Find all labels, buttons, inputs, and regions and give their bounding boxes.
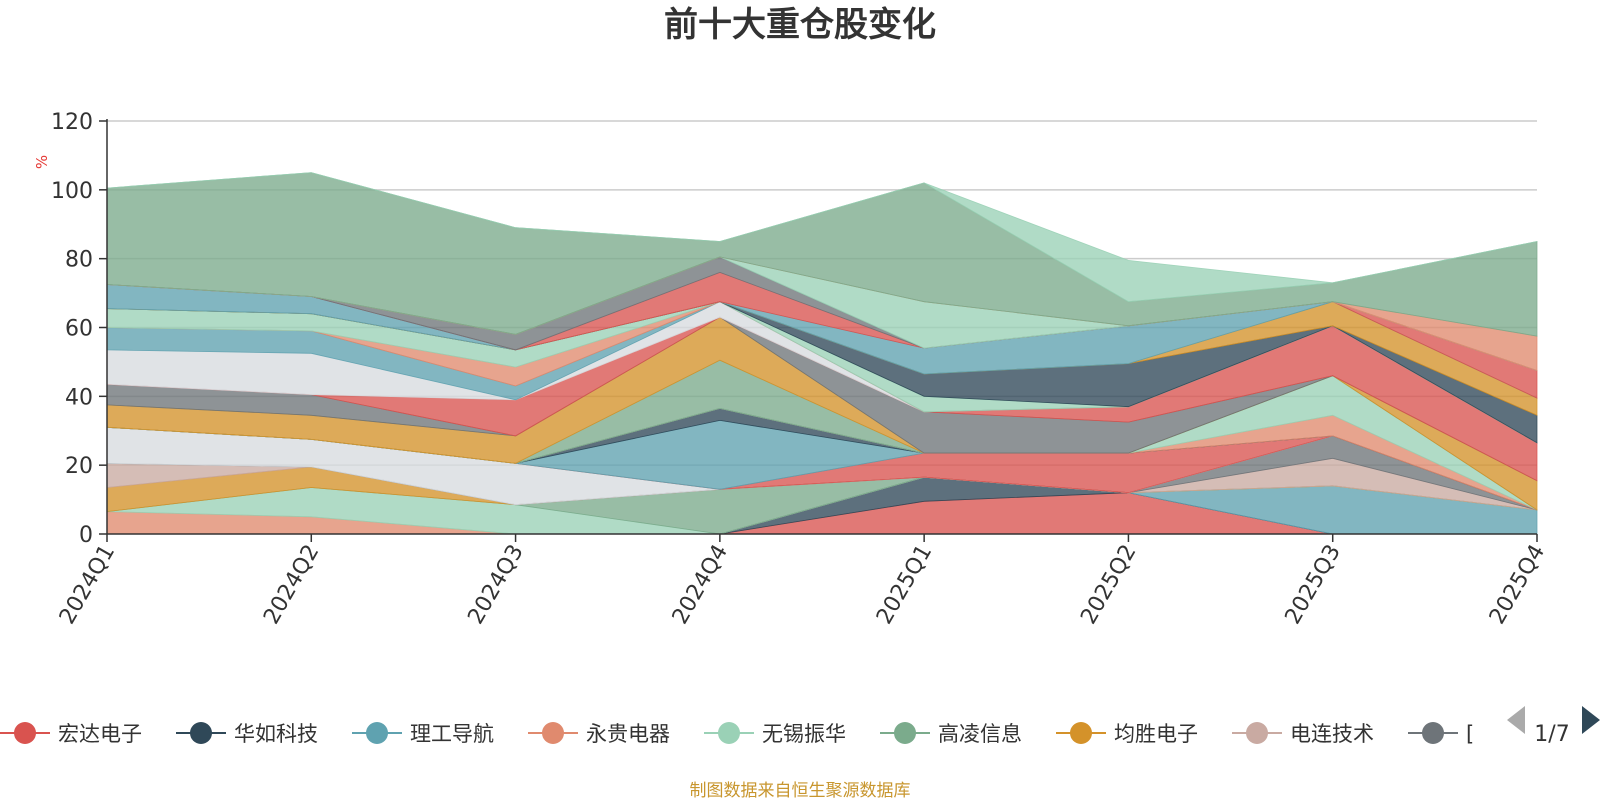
chart-container: 前十大重仓股变化 % 0 20 40 60 80 100 120 2024Q1 2024Q2 20… (0, 0, 1600, 800)
area-series-group (107, 173, 1537, 534)
legend-marker (190, 722, 212, 744)
x-tick-label-2025Q2: 2025Q2 (1076, 541, 1141, 629)
y-tick-label-40: 40 (65, 385, 93, 410)
x-tick-label-2025Q3: 2025Q3 (1281, 541, 1346, 629)
y-tick-label-80: 80 (65, 248, 93, 273)
legend-label: 理工导航 (410, 722, 494, 746)
legend-label: 无锡振华 (762, 722, 846, 746)
legend-label: 宏达电子 (58, 722, 142, 746)
x-tick-label-2025Q4: 2025Q4 (1485, 541, 1550, 629)
legend-item-2[interactable]: 理工导航 (352, 722, 494, 746)
triangle-left-icon[interactable] (1507, 706, 1525, 734)
legend-item-6[interactable]: 均胜电子 (1056, 722, 1198, 746)
legend-label: 高凌信息 (938, 722, 1022, 746)
y-tick-label-120: 120 (51, 110, 93, 135)
legend-item-4[interactable]: 无锡振华 (704, 722, 846, 746)
legend: 宏达电子 华如科技 理工导航 永贵电器 无锡振华 高凌信息 均胜电子 电连技术 [ (0, 722, 1474, 746)
x-tick-label-2024Q4: 2024Q4 (668, 541, 733, 629)
chart-title: 前十大重仓股变化 (664, 5, 936, 45)
legend-marker (894, 722, 916, 744)
legend-label: 电连技术 (1290, 722, 1374, 746)
y-tick-label-0: 0 (79, 523, 93, 548)
y-tick-label-20: 20 (65, 454, 93, 479)
legend-label: 永贵电器 (586, 722, 670, 746)
x-tick-label-2025Q1: 2025Q1 (872, 541, 937, 629)
legend-page-indicator: 1/7 (1534, 722, 1569, 747)
legend-item-1[interactable]: 华如科技 (176, 722, 318, 746)
y-tick-label-60: 60 (65, 317, 93, 342)
x-tick-label-2024Q3: 2024Q3 (463, 541, 528, 629)
legend-item-3[interactable]: 永贵电器 (528, 722, 670, 746)
legend-marker (1246, 722, 1268, 744)
legend-item-5[interactable]: 高凌信息 (880, 722, 1022, 746)
legend-marker (718, 722, 740, 744)
legend-marker (1422, 722, 1444, 744)
legend-label: [ (1466, 722, 1474, 746)
x-tick-label-2024Q2: 2024Q2 (259, 541, 324, 629)
legend-marker (14, 722, 36, 744)
legend-item-7[interactable]: 电连技术 (1232, 722, 1374, 746)
y-tick-label-100: 100 (51, 179, 93, 204)
y-axis-unit: % (33, 155, 51, 169)
x-tick-label-2024Q1: 2024Q1 (55, 541, 120, 629)
legend-label: 华如科技 (234, 722, 318, 746)
legend-item-0[interactable]: 宏达电子 (0, 722, 142, 746)
legend-item-8[interactable]: [ (1408, 722, 1474, 746)
triangle-right-icon[interactable] (1582, 706, 1600, 734)
legend-marker (542, 722, 564, 744)
legend-pager: 1/7 (1507, 706, 1600, 747)
legend-label: 均胜电子 (1114, 722, 1198, 746)
legend-marker (366, 722, 388, 744)
legend-marker (1070, 722, 1092, 744)
stacked-area-chart: 前十大重仓股变化 % 0 20 40 60 80 100 120 2024Q1 2024Q2 20… (0, 0, 1600, 800)
data-source-note: 制图数据来自恒生聚源数据库 (690, 781, 911, 800)
